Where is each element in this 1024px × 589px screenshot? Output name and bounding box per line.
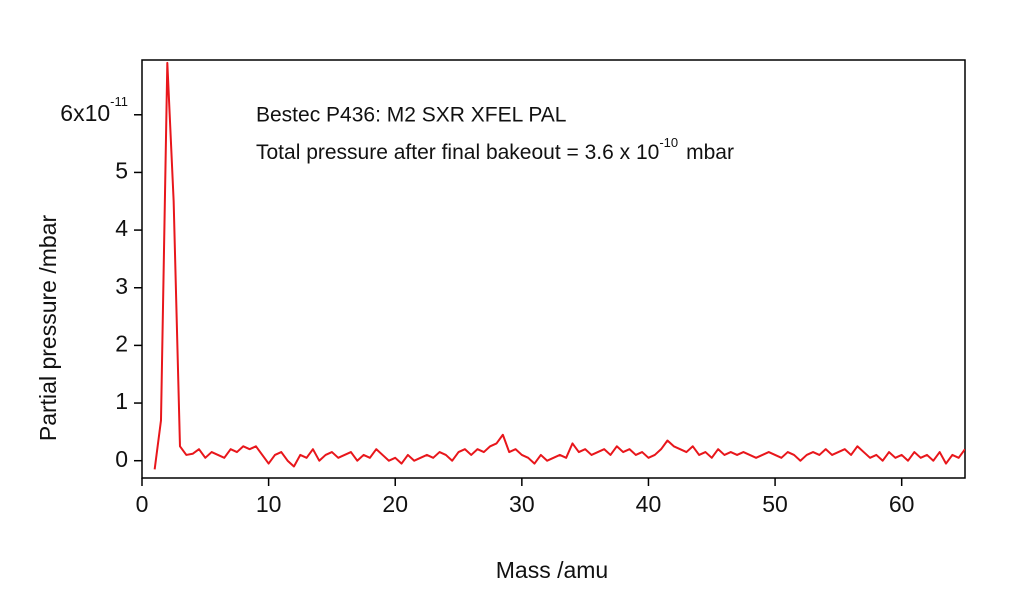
y-tick-label: 0 [115, 446, 128, 472]
y-tick-label: 1 [115, 388, 128, 414]
annotation-superscript: -10 [659, 135, 678, 150]
x-tick-label: 20 [382, 491, 408, 517]
x-tick-label: 10 [256, 491, 282, 517]
x-tick-label: 60 [889, 491, 915, 517]
annotation: Total pressure after final bakeout = 3.6… [256, 135, 734, 163]
annotation: Bestec P436: M2 SXR XFEL PAL [256, 104, 566, 127]
x-tick-label: 40 [636, 491, 662, 517]
annotation-text: Total pressure after final bakeout = 3.6… [256, 141, 659, 164]
y-tick-label: 2 [115, 330, 128, 356]
y-tick-label: 4 [115, 215, 128, 241]
x-axis-label: Mass /amu [496, 557, 608, 583]
y-tick-label: 5 [115, 158, 128, 184]
y-tick-label-base: 6x10 [60, 100, 110, 126]
x-tick-label: 30 [509, 491, 535, 517]
x-tick-label: 50 [762, 491, 788, 517]
y-tick-label: 6x10-11 [60, 94, 128, 126]
plot-frame [141, 59, 966, 479]
data-line [153, 61, 965, 470]
y-axis-label: Partial pressure /mbar [35, 215, 61, 442]
y-tick-label: 3 [115, 273, 128, 299]
x-tick-label: 0 [136, 491, 149, 517]
y-tick-label-exponent: -11 [110, 94, 128, 109]
annotation-suffix: mbar [686, 141, 734, 164]
